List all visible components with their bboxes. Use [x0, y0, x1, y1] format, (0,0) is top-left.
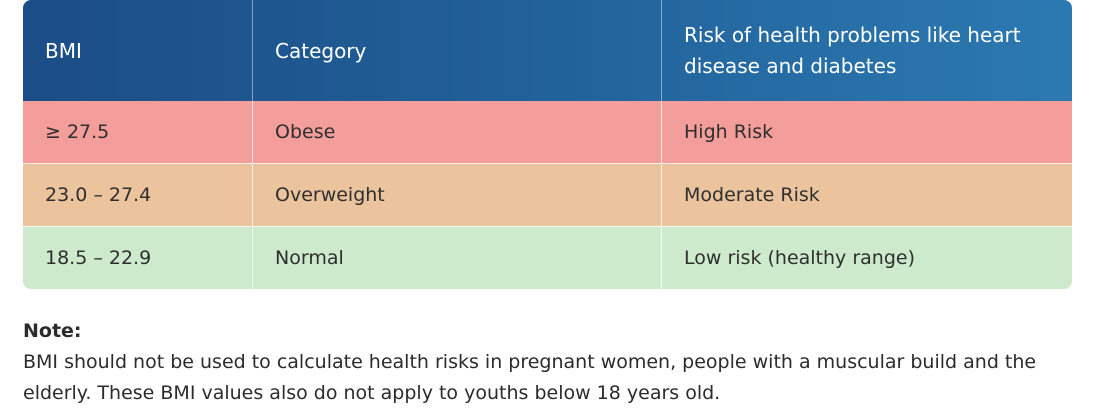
risk-cell: High Risk [684, 121, 774, 143]
bmi-cell: 18.5 – 22.9 [23, 227, 253, 289]
header-risk: Risk of health problems like heart disea… [684, 22, 1021, 78]
risk-cell: Moderate Risk [684, 184, 820, 206]
category-cell: Normal [253, 227, 662, 289]
table-header-row: BMI Category Risk of health problems lik… [23, 0, 1072, 101]
risk-cell: Low risk (healthy range) [684, 247, 915, 269]
table-row: 18.5 – 22.9 Normal Low risk (healthy ran… [23, 226, 1072, 289]
note-text: BMI should not be used to calculate heal… [23, 351, 1037, 404]
category-cell: Overweight [253, 164, 662, 226]
bmi-cell: ≥ 27.5 [23, 101, 253, 163]
table-row: 23.0 – 27.4 Overweight Moderate Risk [23, 163, 1072, 226]
note-section: Note: BMI should not be used to calculat… [23, 316, 1073, 409]
bmi-table: BMI Category Risk of health problems lik… [23, 0, 1072, 289]
header-category: Category [253, 0, 662, 101]
table-row: ≥ 27.5 Obese High Risk [23, 101, 1072, 163]
note-title: Note: [23, 320, 82, 342]
category-cell: Obese [253, 101, 662, 163]
bmi-cell: 23.0 – 27.4 [23, 164, 253, 226]
header-bmi: BMI [23, 0, 253, 101]
